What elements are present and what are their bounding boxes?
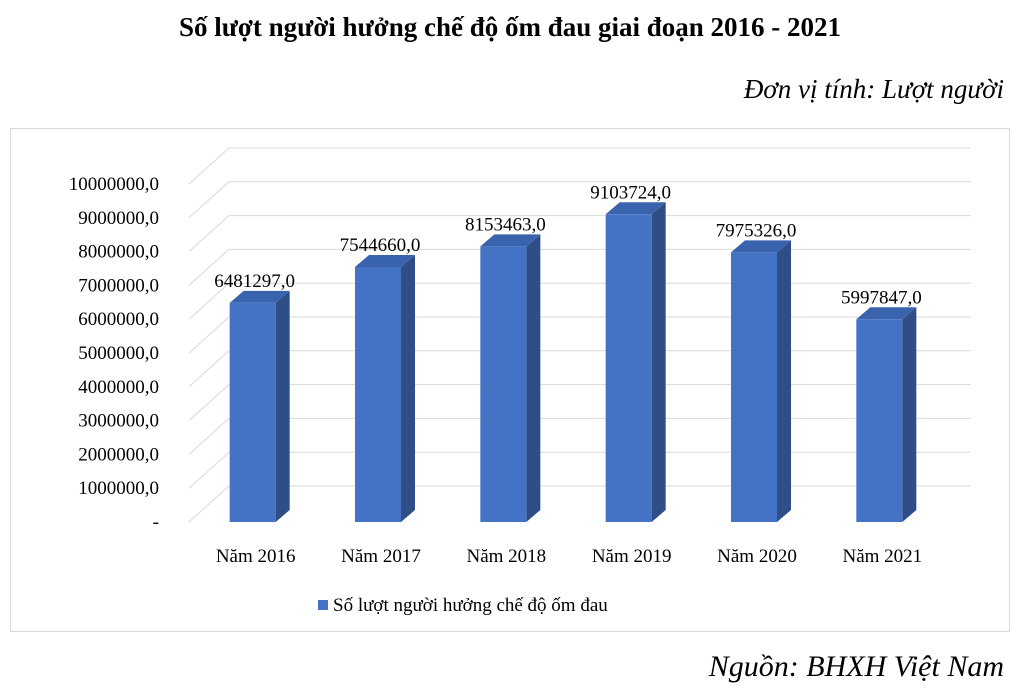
y-tick-label: 4000000,0 [78, 377, 159, 398]
gridline-side [188, 485, 230, 523]
bar [605, 214, 652, 522]
data-label: 7975326,0 [716, 220, 797, 241]
gridline-side [188, 384, 230, 421]
gridline-side [188, 147, 230, 185]
bar-side [275, 290, 290, 522]
gridline-side [188, 215, 230, 252]
y-tick-label: 9000000,0 [78, 208, 159, 229]
gridline-side [188, 282, 230, 320]
y-tick-label: 5000000,0 [78, 343, 159, 364]
y-tick-label: 2000000,0 [78, 444, 159, 465]
bar-top [229, 290, 290, 303]
y-tick-label: 7000000,0 [78, 275, 159, 296]
gridline-side [188, 418, 230, 455]
chart-frame: - 1000000,0 2000000,0 3000000,0 4000000,0 500… [10, 128, 1010, 632]
bar [731, 252, 777, 522]
source-note: Nguồn: BHXH Việt Nam [708, 650, 1004, 683]
gridline-side [188, 350, 230, 388]
bar-top [856, 307, 917, 320]
y-tick-label: 3000000,0 [78, 411, 159, 432]
bar [229, 302, 276, 522]
bar-side [777, 240, 791, 522]
y-tick-label: - [153, 512, 159, 533]
bar-top [355, 254, 415, 267]
y-tick-label: 10000000,0 [69, 174, 159, 195]
gridline-side [188, 249, 230, 286]
gridline-side [188, 451, 230, 489]
gridline-side [188, 181, 230, 219]
bar-top [731, 240, 791, 253]
bar-top [605, 202, 666, 215]
bar-side [526, 234, 541, 522]
x-tick-label: Năm 2016 [216, 546, 296, 567]
y-tick-label: 6000000,0 [78, 309, 159, 330]
x-tick-label: Năm 2020 [717, 546, 797, 567]
legend-label: Số lượt người hưởng chế độ ốm đau [333, 595, 608, 616]
data-label: 5997847,0 [841, 287, 922, 308]
data-label: 8153463,0 [465, 214, 546, 235]
bar [856, 319, 903, 522]
y-tick-label: 1000000,0 [78, 478, 159, 499]
bar [480, 246, 527, 522]
y-tick-label: 8000000,0 [78, 242, 159, 263]
bar [355, 266, 401, 522]
unit-note: Đơn vị tính: Lượt người [743, 74, 1004, 104]
bar-chart: - 1000000,0 2000000,0 3000000,0 4000000,0 500… [69, 147, 971, 616]
x-tick-label: Năm 2018 [466, 546, 546, 567]
x-tick-label: Năm 2021 [842, 546, 922, 567]
data-label: 9103724,0 [590, 182, 671, 203]
data-label: 7544660,0 [340, 235, 421, 256]
bar-side [902, 307, 917, 522]
x-tick-label: Năm 2019 [592, 546, 672, 567]
chart-title: Số lượt người hưởng chế độ ốm đau giai đ… [178, 12, 842, 42]
x-tick-label: Năm 2017 [341, 546, 421, 567]
data-label: 6481297,0 [214, 271, 295, 292]
bar-side [651, 202, 666, 522]
bar-side [401, 254, 415, 523]
bar-top [480, 234, 541, 247]
gridline-side [188, 316, 230, 354]
legend-swatch [318, 600, 328, 610]
